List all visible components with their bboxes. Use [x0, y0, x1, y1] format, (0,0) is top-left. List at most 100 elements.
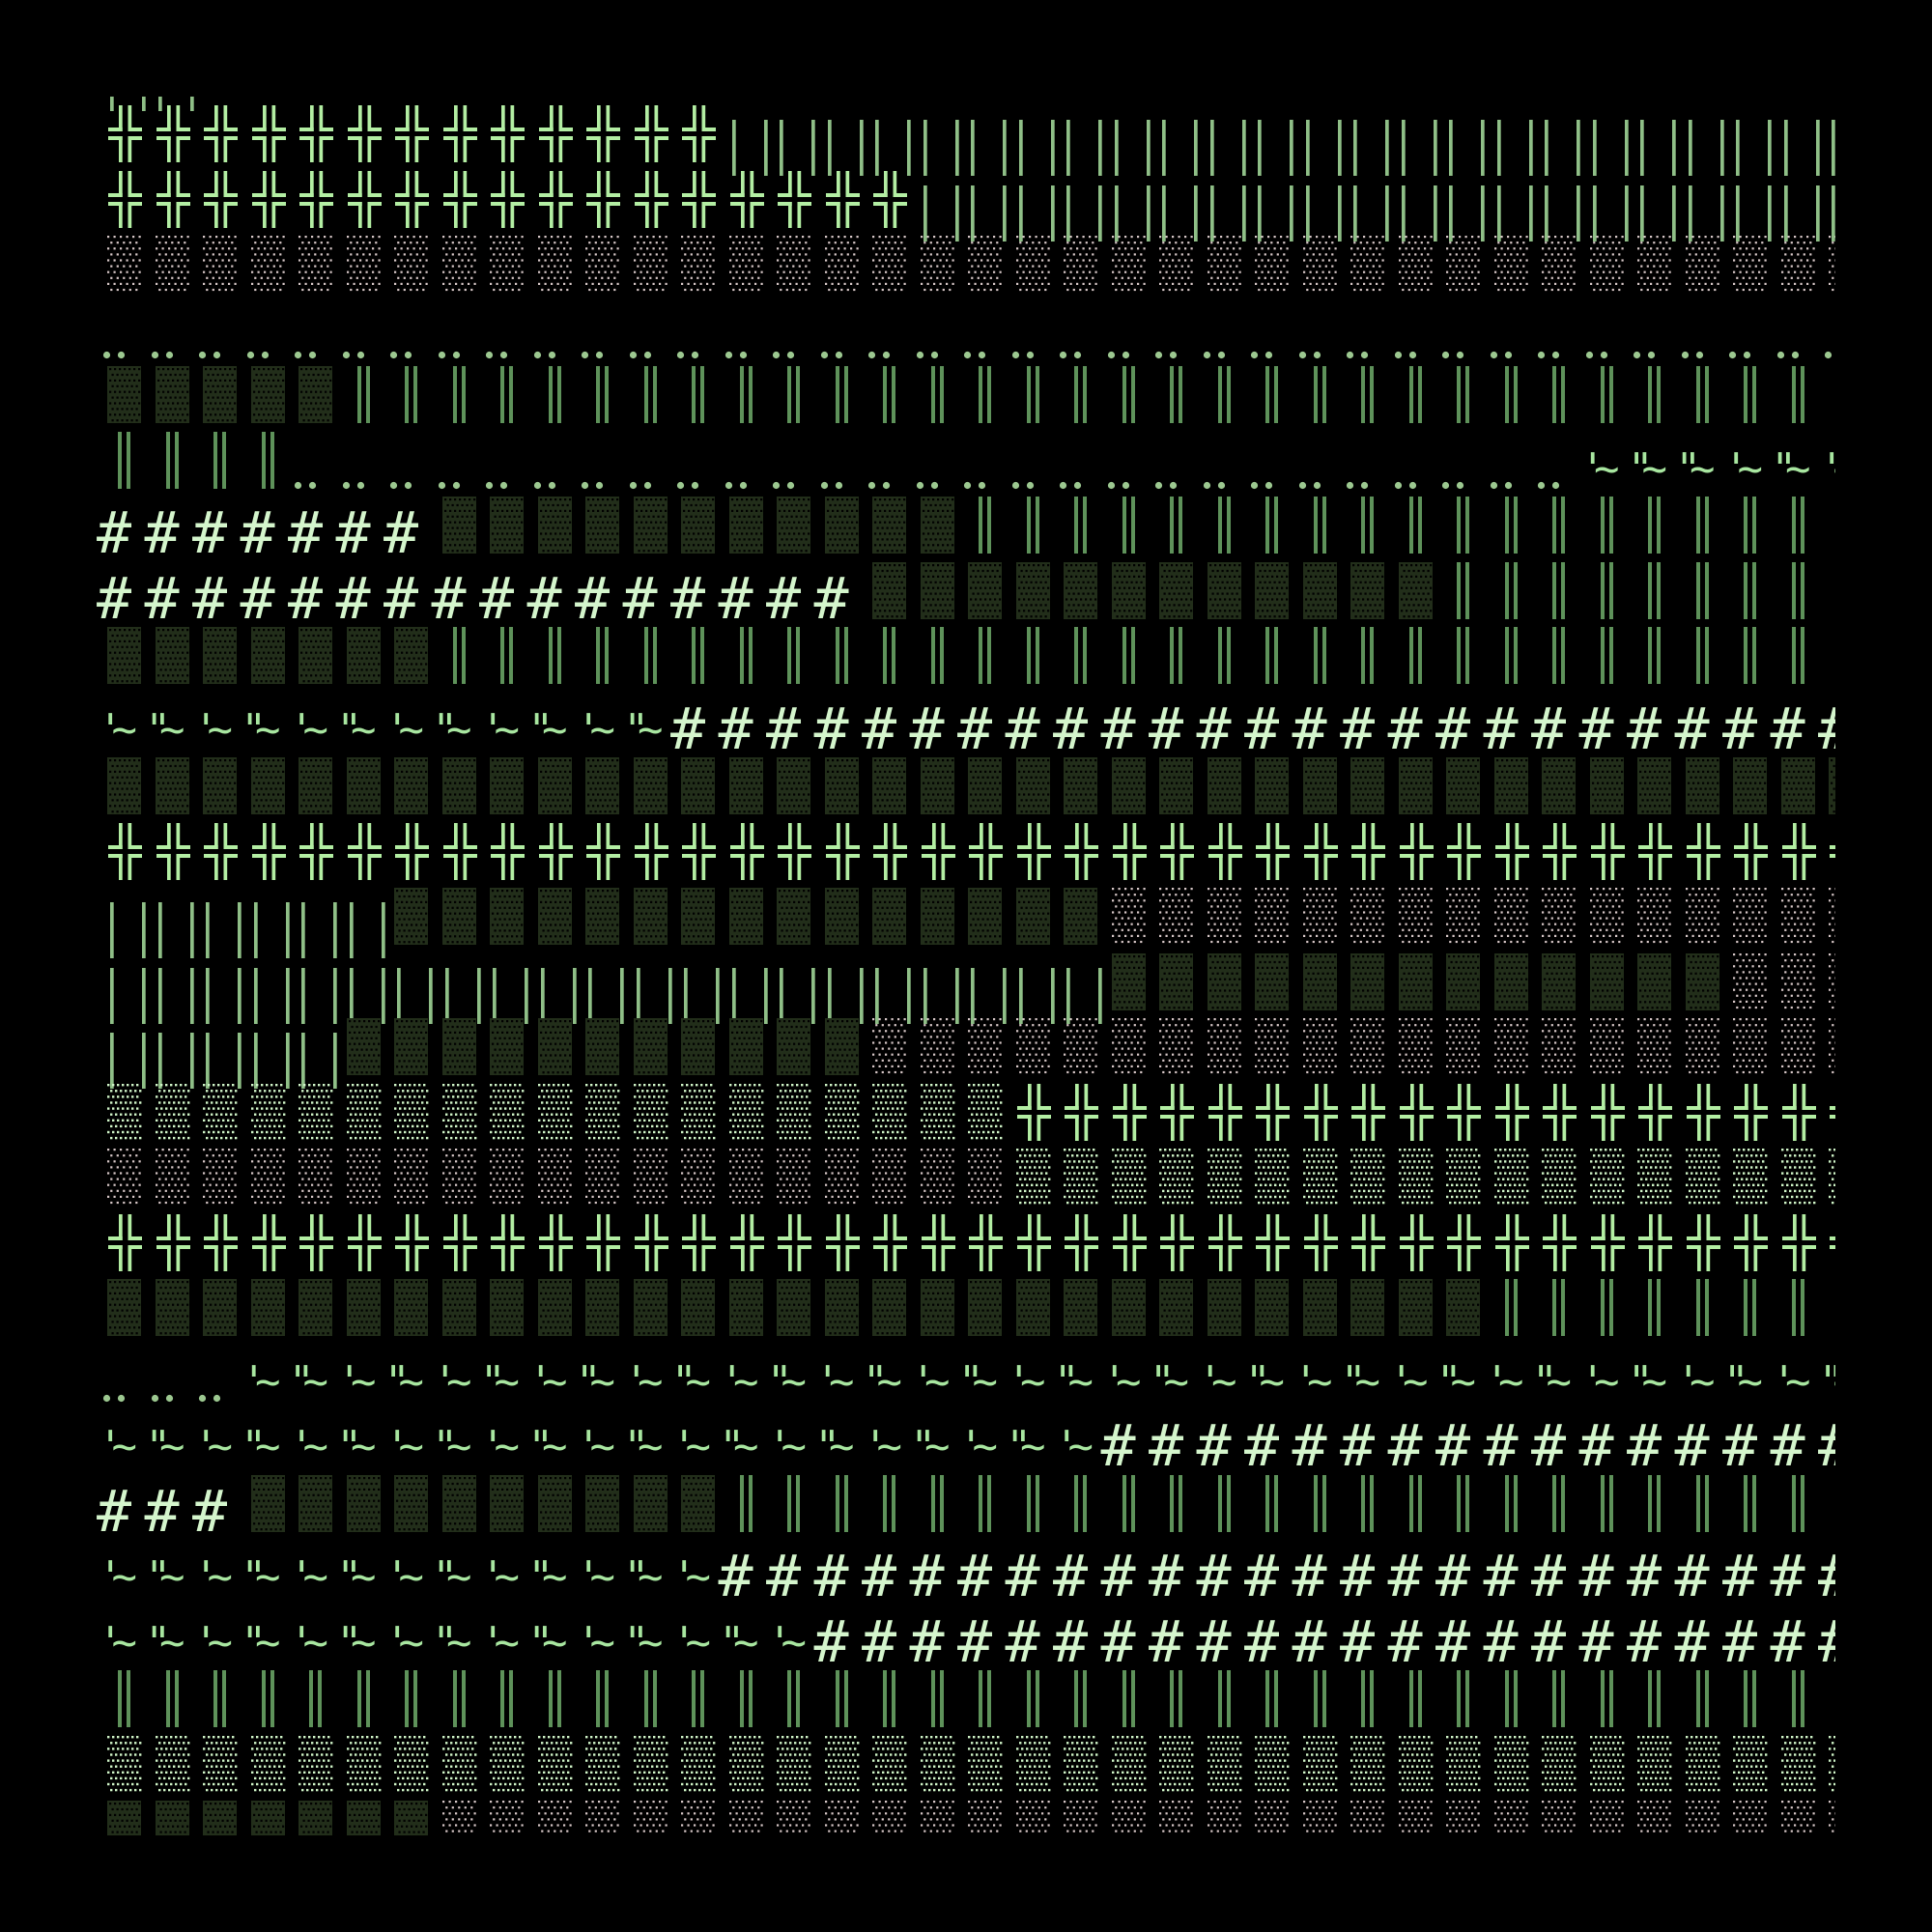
hash-mark: #	[1675, 1548, 1710, 1605]
quote-tilde-glyph: "~	[1245, 1339, 1297, 1405]
quote-tilde-glyph: "~	[1150, 1339, 1202, 1405]
dark-shade-glyph	[484, 491, 532, 556]
quote-tilde-glyph: "~	[1007, 1404, 1059, 1469]
thin-bars-glyph	[962, 948, 1010, 1024]
dark-shade-glyph	[1106, 948, 1154, 1013]
hash-glyph: #	[1388, 1600, 1441, 1671]
double-bar-glyph	[1680, 621, 1728, 687]
double-cross-glyph	[150, 817, 198, 883]
double-cross-glyph	[1058, 1208, 1106, 1274]
double-bar-glyph	[1058, 1664, 1106, 1730]
dark-shade-glyph	[819, 1273, 867, 1339]
double-bar-glyph	[1010, 491, 1059, 556]
double-cross-glyph	[1106, 817, 1154, 883]
double-cross-glyph	[341, 165, 389, 231]
hash-mark: #	[1388, 1548, 1423, 1605]
thin-bars-glyph	[1010, 165, 1059, 242]
medium-shade-glyph	[1680, 1143, 1728, 1208]
dark-shade-glyph	[1010, 752, 1059, 817]
light-shade-glyph	[245, 230, 294, 296]
dark-shade-glyph	[580, 491, 628, 556]
dark-shade-glyph	[341, 1469, 389, 1535]
hash-glyph: #	[1818, 1404, 1835, 1475]
double-cross-glyph	[1584, 1078, 1633, 1144]
quote-tilde-glyph: '~	[671, 1534, 724, 1600]
dark-shade-glyph	[915, 882, 963, 948]
quote-tilde-glyph: '~	[767, 1600, 819, 1665]
light-shade-glyph	[1584, 1795, 1633, 1835]
light-shade-glyph	[1680, 1795, 1728, 1835]
hash-mark: #	[1435, 1417, 1470, 1475]
double-cross-glyph	[1489, 1208, 1537, 1274]
dots-glyph	[1058, 296, 1106, 361]
quote-tilde-glyph: "~	[242, 687, 294, 753]
hash-mark: #	[1244, 700, 1279, 758]
double-bar-glyph	[245, 1664, 294, 1730]
hash-glyph: #	[1244, 687, 1297, 758]
double-bar-glyph	[1776, 621, 1824, 687]
quote-tilde-glyph: "~	[624, 1534, 676, 1600]
double-cross-glyph	[962, 817, 1010, 883]
double-bar-glyph	[1297, 491, 1346, 556]
dark-shade-glyph	[1249, 1273, 1297, 1339]
double-bar-glyph	[819, 1469, 867, 1535]
hash-glyph: #	[1101, 1600, 1154, 1671]
hash-glyph: #	[957, 1600, 1010, 1671]
quote-tilde-glyph: '~	[289, 1534, 341, 1600]
light-shade-glyph	[1106, 230, 1154, 296]
dark-shade-glyph	[101, 1273, 150, 1339]
hash-glyph: #	[1149, 687, 1202, 758]
quote-tilde-glyph: '~	[193, 1534, 245, 1600]
hash-mark: #	[1244, 1417, 1279, 1475]
hash-glyph: #	[1006, 1600, 1059, 1671]
double-cross-glyph	[1345, 817, 1393, 883]
double-bar-glyph	[1489, 1273, 1537, 1339]
glyph-row	[97, 97, 1835, 111]
hash-mark: #	[957, 700, 992, 758]
quote-tilde-mark: "~	[146, 1621, 185, 1664]
dark-shade-glyph	[437, 1469, 485, 1535]
quote-tilde-mark: '~	[384, 1426, 424, 1468]
quote-tilde-mark: "~	[863, 1360, 902, 1404]
double-bar-glyph	[1153, 491, 1202, 556]
double-bar-glyph	[771, 360, 819, 426]
quote-tilde-glyph: "~	[863, 1339, 915, 1405]
double-bar-glyph	[867, 621, 915, 687]
dots-glyph	[1536, 296, 1584, 361]
double-bar-glyph	[484, 621, 532, 687]
medium-shade-glyph	[1297, 1730, 1346, 1796]
quote-tilde-glyph: '~	[1007, 1339, 1059, 1405]
light-shade-glyph	[1010, 230, 1059, 296]
quote-tilde-glyph: '~	[337, 1339, 389, 1405]
quote-tilde-glyph: '~	[1772, 1339, 1824, 1405]
dark-shade-glyph	[724, 882, 772, 948]
double-cross-glyph	[1823, 1078, 1835, 1144]
quote-tilde-glyph: "~	[433, 687, 485, 753]
dark-shade-glyph	[1297, 1273, 1346, 1339]
light-shade-glyph	[1249, 1795, 1297, 1835]
double-bar-glyph	[1106, 621, 1154, 687]
quote-tilde-mark: '~	[863, 1426, 902, 1468]
double-cross-glyph	[150, 99, 198, 165]
medium-shade-glyph	[1584, 1730, 1633, 1796]
double-bar-glyph	[1489, 556, 1537, 622]
double-bar-glyph	[1202, 491, 1250, 556]
double-cross-glyph	[771, 1208, 819, 1274]
medium-shade-glyph	[1776, 1143, 1824, 1208]
double-cross-glyph	[1297, 817, 1346, 883]
dark-shade-glyph	[388, 621, 437, 687]
double-cross-glyph	[1823, 817, 1835, 883]
light-shade-glyph	[1202, 882, 1250, 948]
quote-tilde-mark: '~	[193, 1556, 233, 1599]
double-bar-glyph	[1584, 1273, 1633, 1339]
light-shade-glyph	[1584, 230, 1633, 296]
double-bar-glyph	[867, 1469, 915, 1535]
double-bar-glyph	[1584, 1469, 1633, 1535]
hash-mark: #	[1149, 700, 1183, 758]
thin-bars-glyph	[293, 1012, 341, 1089]
double-bar-glyph	[1489, 1664, 1537, 1730]
light-shade-glyph	[197, 230, 245, 296]
double-cross-glyph	[580, 99, 628, 165]
double-bar-glyph	[1536, 1273, 1584, 1339]
dark-shade-glyph	[293, 621, 341, 687]
